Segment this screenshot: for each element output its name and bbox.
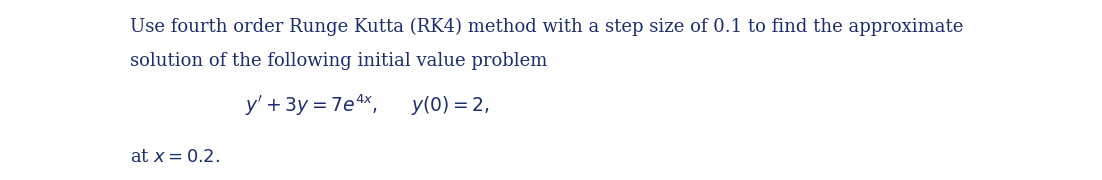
- Text: solution of the following initial value problem: solution of the following initial value …: [130, 52, 548, 70]
- Text: $y'+3y = 7e^{4x},$     $y(0) = 2,$: $y'+3y = 7e^{4x},$ $y(0) = 2,$: [245, 92, 490, 118]
- Text: at $x = 0.2.$: at $x = 0.2.$: [130, 148, 219, 166]
- Text: Use fourth order Runge Kutta (RK4) method with a step size of 0.1 to find the ap: Use fourth order Runge Kutta (RK4) metho…: [130, 18, 963, 36]
